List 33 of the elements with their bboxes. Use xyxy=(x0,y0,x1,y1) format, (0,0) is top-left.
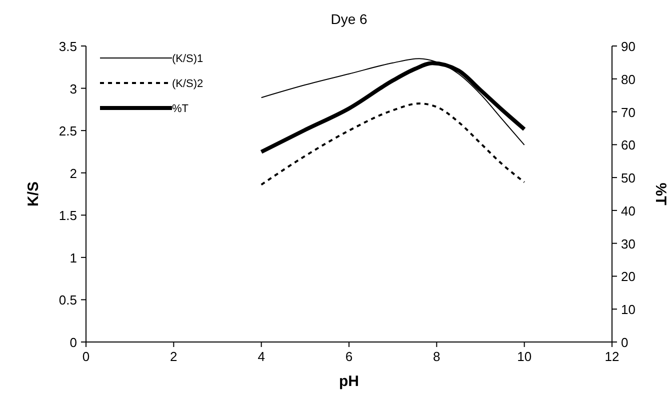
y2-tick-label: 90 xyxy=(621,39,636,54)
legend-label: %T xyxy=(172,103,189,115)
legend-label: (K/S)2 xyxy=(172,78,204,90)
y-tick-label: 1.5 xyxy=(58,208,77,224)
y2-tick-label: 30 xyxy=(621,236,636,252)
y2-tick-label: 60 xyxy=(621,138,636,153)
x-tick-label: 0 xyxy=(82,349,90,364)
y2-tick-label: 20 xyxy=(621,269,636,284)
legend-label: (K/S)1 xyxy=(172,53,204,65)
y-tick-label: 1 xyxy=(70,250,77,266)
x-tick-label: 4 xyxy=(258,349,265,364)
x-tick-label: 8 xyxy=(433,349,440,364)
y-tick-label: 0.5 xyxy=(58,292,77,308)
y-tick-label: 3 xyxy=(70,81,77,96)
line-series xyxy=(260,102,526,186)
y-axis-title: K/S xyxy=(25,181,42,207)
x-axis-title: pH xyxy=(339,373,359,390)
y2-tick-label: 50 xyxy=(621,170,636,186)
y2-tick-label: 10 xyxy=(621,302,636,318)
y2-tick-label: 70 xyxy=(621,104,636,120)
y-tick-label: 0 xyxy=(70,335,77,350)
y-tick-label: 3.5 xyxy=(58,39,77,54)
y-tick-label: 2 xyxy=(70,166,77,181)
x-tick-label: 10 xyxy=(517,349,532,364)
x-tick-label: 6 xyxy=(345,349,353,364)
y2-tick-label: 80 xyxy=(621,72,636,87)
y2-axis-title: %T xyxy=(652,182,669,206)
x-tick-label: 2 xyxy=(170,349,178,364)
y-tick-label: 2.5 xyxy=(58,124,77,139)
chart-title: Dye 6 xyxy=(330,11,368,27)
y2-tick-label: 0 xyxy=(621,335,628,350)
y2-tick-label: 40 xyxy=(621,203,636,218)
x-tick-label: 12 xyxy=(604,349,620,364)
